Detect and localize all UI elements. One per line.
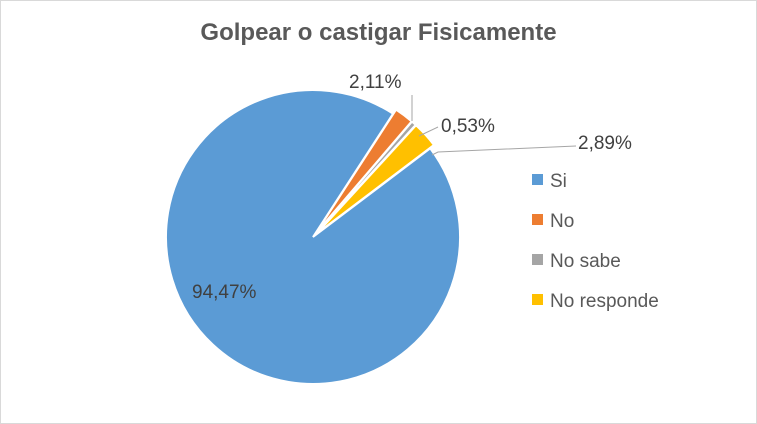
data-label-no-sabe: 0,53% — [441, 116, 495, 137]
legend-label-no-responde: No responde — [550, 291, 659, 312]
pie-slice-si — [165, 89, 461, 385]
legend: Si No No sabe No responde — [532, 171, 659, 312]
leader-line-no-sabe — [418, 126, 439, 137]
data-label-no: 2,11% — [349, 72, 402, 93]
legend-label-no: No — [550, 211, 574, 232]
legend-label-no-sabe: No sabe — [550, 251, 621, 272]
chart-title: Golpear o castigar Fisicamente — [200, 19, 557, 46]
pie-slice-no-responde — [315, 123, 436, 235]
data-label-no-responde: 2,89% — [578, 133, 632, 154]
legend-swatch-si — [532, 174, 543, 185]
leader-lines — [411, 95, 577, 156]
pie-slices — [165, 89, 461, 385]
data-labels: 94,47% 2,11% 0,53% 2,89% — [192, 72, 632, 303]
legend-label-si: Si — [550, 171, 567, 192]
data-label-si: 94,47% — [192, 282, 257, 303]
legend-swatch-no-sabe — [532, 254, 543, 265]
leader-line-no-responde — [431, 145, 577, 156]
legend-swatch-no — [532, 214, 543, 225]
legend-swatch-no-responde — [532, 294, 543, 305]
